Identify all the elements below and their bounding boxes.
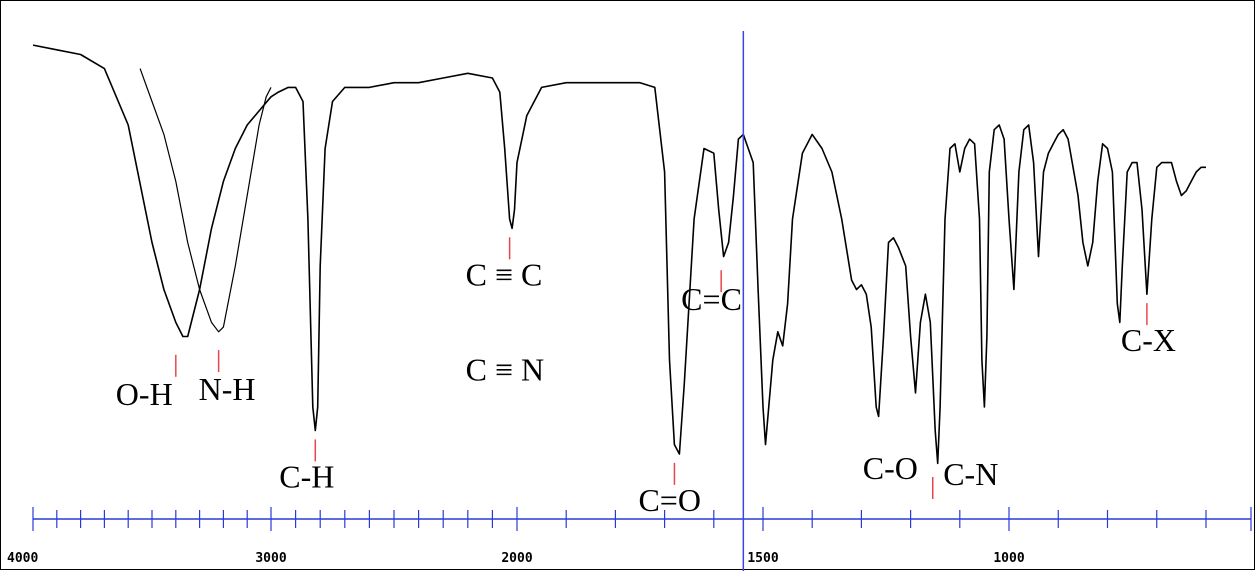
spectrum-series-main — [32, 44, 1206, 465]
spectrum-series-overlay — [139, 68, 272, 333]
spectrum-lines — [32, 44, 1206, 465]
peak-label-c-c: C ≡ C — [466, 256, 543, 292]
x-tick-label-1500: 1500 — [747, 551, 778, 566]
peak-label-o-h: O-H — [116, 376, 173, 412]
x-tick-label-3000: 3000 — [255, 551, 286, 566]
peak-label-c-o: C=O — [638, 482, 701, 518]
peak-markers — [175, 237, 1148, 499]
x-axis-ticks — [32, 507, 1252, 531]
peak-label-c-n: C-N — [943, 456, 998, 492]
peak-labels: O-H N-H C-H C ≡ C C ≡ N C=C C=O C-O C-N C-X — [116, 256, 1176, 518]
peak-label-c-n: C ≡ N — [466, 351, 545, 387]
peak-label-c-o: C-O — [863, 450, 918, 486]
x-tick-label-1000: 1000 — [993, 551, 1024, 566]
x-axis: 4000 3000 2000 1500 1000 — [7, 507, 1252, 566]
x-tick-label-2000: 2000 — [501, 551, 532, 566]
x-axis-tick-labels: 4000 3000 2000 1500 1000 — [7, 551, 1025, 566]
peak-label-c-h: C-H — [279, 458, 334, 494]
x-tick-label-4000: 4000 — [7, 551, 38, 566]
peak-label-c-x: C-X — [1121, 322, 1176, 358]
peak-label-c-c: C=C — [681, 281, 742, 317]
peak-label-n-h: N-H — [199, 371, 256, 407]
